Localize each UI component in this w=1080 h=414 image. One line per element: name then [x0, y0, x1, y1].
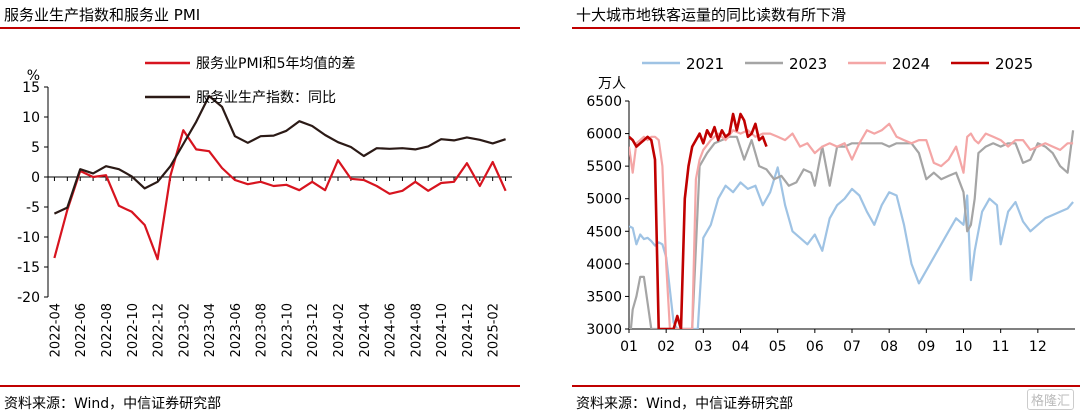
- x-tick-label: 09: [917, 339, 935, 355]
- y-tick-label: 5000: [586, 192, 622, 208]
- x-tick-label: 04: [732, 339, 750, 355]
- x-tick-label: 2022-12: [152, 303, 167, 357]
- legend-label-2021: 2021: [686, 55, 724, 73]
- x-tick-label: 10: [955, 339, 973, 355]
- x-tick-label: 2024-02: [332, 303, 347, 357]
- x-tick-label: 11: [992, 339, 1010, 355]
- x-tick-label: 2022-08: [100, 303, 115, 357]
- legend-label-2: 服务业生产指数：同比: [196, 90, 336, 106]
- x-tick-label: 2024-10: [435, 303, 450, 357]
- legend-label-2024: 2024: [892, 55, 930, 73]
- y-tick-label: -15: [17, 260, 40, 276]
- left-chart-panel: 服务业生产指数和服务业 PMI 15 10 5 0 -5 -10 -15 -20% 2022-0…: [0, 0, 520, 414]
- left-title-rule: [0, 27, 520, 29]
- series-line-2023: [629, 130, 1075, 329]
- left-source-note: 资料来源：Wind，中信证券研究部: [4, 396, 222, 412]
- series-line-2025: [629, 112, 768, 329]
- right-chart-panel: 十大城市地铁客运量的同比读数有所下滑 6500 6000 5500 5000 4500 4…: [572, 0, 1080, 414]
- y-tick-label: -20: [17, 290, 40, 306]
- y-tick-label: 5: [31, 140, 40, 156]
- y-tick-label: 10: [22, 110, 40, 126]
- legend-label-2025: 2025: [995, 55, 1033, 73]
- x-tick-label: 2024-06: [384, 303, 399, 357]
- x-tick-label: 2022-06: [74, 303, 89, 357]
- x-tick-label: 05: [769, 339, 787, 355]
- x-tick-label: 12: [1029, 339, 1047, 355]
- y-tick-label: 5500: [586, 159, 622, 175]
- y-tick-label: 6000: [586, 127, 622, 143]
- legend-label-1: 服务业PMI和5年均值的差: [196, 56, 356, 72]
- x-tick-label: 07: [843, 339, 861, 355]
- right-title-rule: [572, 27, 1080, 29]
- x-tick-label: 2023-08: [255, 303, 270, 357]
- y-tick-label: -10: [17, 230, 40, 246]
- x-tick-label: 2023-04: [203, 303, 218, 357]
- x-tick-label: 06: [806, 339, 824, 355]
- y-tick-label: 3500: [586, 289, 622, 305]
- y-axis-unit-label: 万人: [598, 76, 626, 92]
- y-tick-label: 6500: [586, 94, 622, 110]
- x-tick-label: 2023-06: [229, 303, 244, 357]
- x-tick-label: 03: [694, 339, 712, 355]
- right-source-note: 资料来源：Wind，中信证券研究部: [576, 396, 794, 412]
- x-tick-label: 2023-10: [280, 303, 295, 357]
- y-tick-label: 4500: [586, 224, 622, 240]
- x-tick-label: 08: [880, 339, 898, 355]
- series-line-2021: [629, 166, 1074, 329]
- x-tick-label: 2023-12: [306, 303, 321, 357]
- series-line-1: [53, 129, 507, 261]
- x-tick-label: 2025-02: [487, 303, 502, 357]
- x-tick-label: 2022-10: [126, 303, 141, 357]
- y-tick-label: 15: [22, 80, 40, 96]
- right-source-rule: [572, 385, 1080, 387]
- x-tick-label: 2023-02: [177, 303, 192, 357]
- y-axis-unit-label: %: [27, 68, 40, 84]
- left-source-rule: [0, 385, 520, 387]
- left-chart-title: 服务业生产指数和服务业 PMI: [4, 6, 201, 24]
- y-tick-label: 3000: [586, 322, 622, 338]
- x-tick-label: 02: [657, 339, 675, 355]
- watermark-logo: 格隆汇: [1026, 389, 1074, 410]
- x-tick-label: 01: [620, 339, 638, 355]
- x-tick-label: 2024-12: [461, 303, 476, 357]
- right-chart-title: 十大城市地铁客运量的同比读数有所下滑: [576, 6, 847, 24]
- x-tick-label: 2024-08: [409, 303, 424, 357]
- series-line-2: [53, 94, 506, 215]
- x-tick-label: 2024-04: [358, 303, 373, 357]
- series-line-2024: [629, 122, 1074, 329]
- left-chart-svg: 15 10 5 0 -5 -10 -15 -20% 2022-04 2022-06 2022-08 2…: [17, 56, 512, 357]
- legend-label-2023: 2023: [789, 55, 827, 73]
- y-tick-label: -5: [26, 200, 40, 216]
- y-tick-label: 0: [31, 170, 40, 186]
- x-tick-label: 2022-04: [48, 303, 63, 357]
- right-chart-svg: 6500 6000 5500 5000 4500 4000 3500 3000 万人 01 02 03…: [586, 55, 1075, 355]
- y-tick-label: 4000: [586, 257, 622, 273]
